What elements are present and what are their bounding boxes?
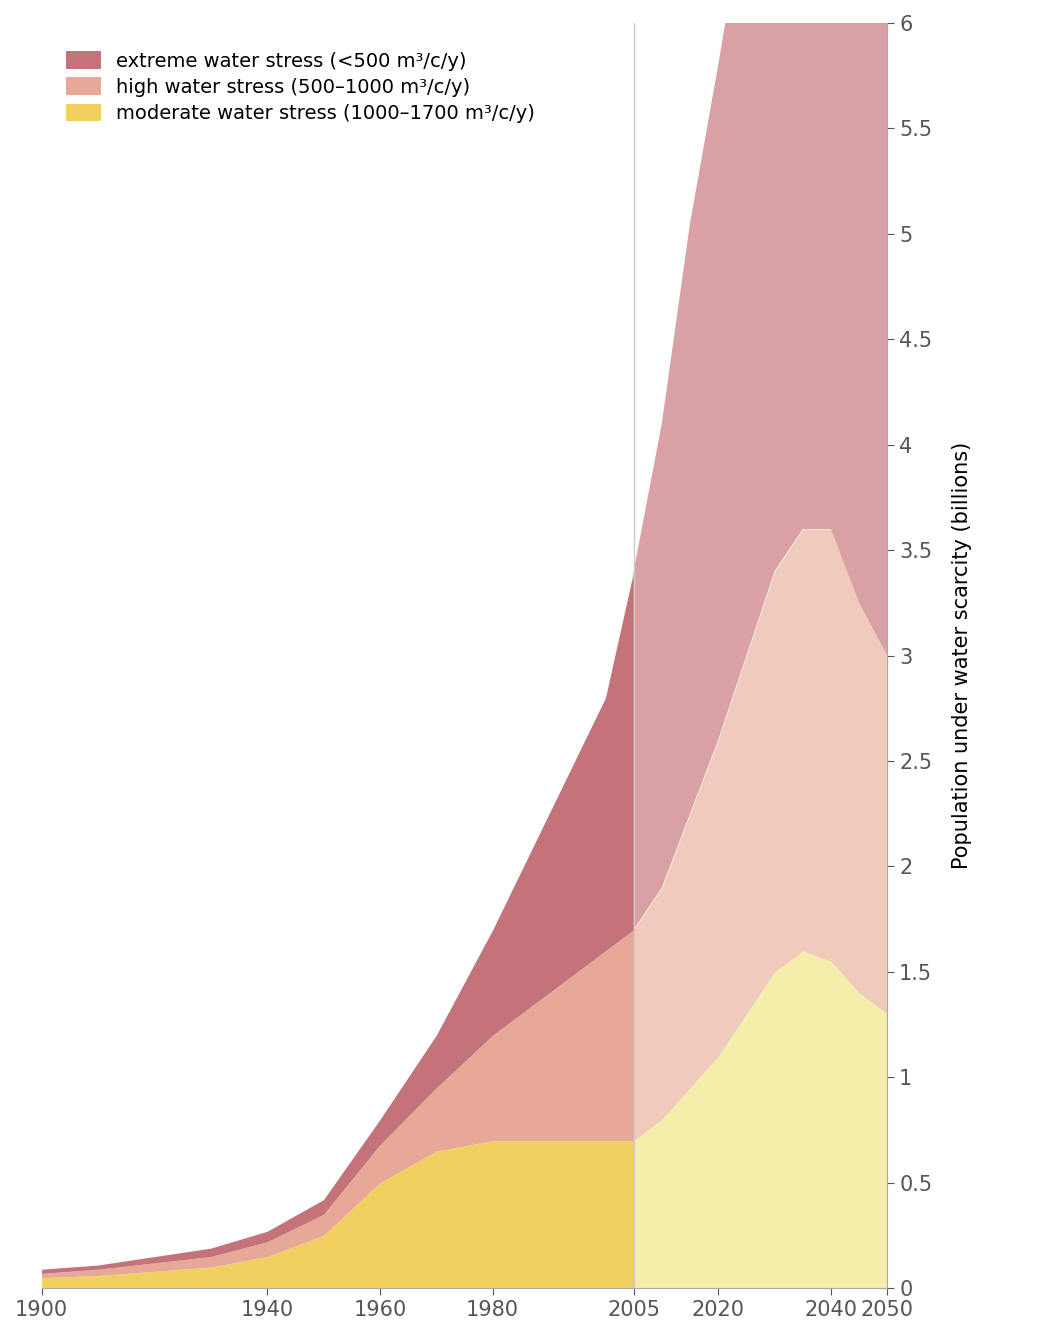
Y-axis label: Population under water scarcity (billions): Population under water scarcity (billion… <box>952 442 972 869</box>
Legend: extreme water stress (<500 m³/c/y), high water stress (500–1000 m³/c/y), moderat: extreme water stress (<500 m³/c/y), high… <box>59 45 541 128</box>
